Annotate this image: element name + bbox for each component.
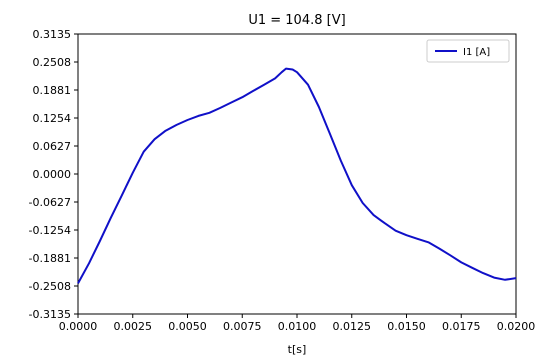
chart-title: U1 = 104.8 [V]: [248, 13, 345, 28]
y-tick-label: -0.0627: [29, 196, 71, 209]
series-line: [77, 67, 517, 284]
y-tick-label: -0.1254: [29, 224, 71, 237]
y-tick-label: 0.3135: [33, 28, 72, 41]
x-tick-label: 0.0050: [168, 320, 207, 333]
x-tick-label: 0.0150: [387, 320, 426, 333]
x-tick-label: 0.0100: [278, 320, 317, 333]
y-tick-label: 0.2508: [33, 56, 72, 69]
legend-label: I1 [A]: [463, 47, 490, 58]
x-axis: 0.0000 0.0025 0.0050 0.0075 0.0100 0.0125 0.01…: [59, 314, 536, 333]
y-tick-label: -0.1881: [29, 252, 71, 265]
y-tick-label: 0.0627: [33, 140, 72, 153]
x-tick-label: 0.0000: [59, 320, 98, 333]
plot-frame: [77, 33, 517, 315]
x-tick-label: 0.0025: [114, 320, 153, 333]
y-tick-label: -0.2508: [29, 280, 71, 293]
legend: I1 [A]: [426, 39, 510, 63]
x-tick-label: 0.0200: [497, 320, 536, 333]
legend-box: [426, 39, 510, 63]
y-tick-label: 0.0000: [33, 168, 72, 181]
y-tick-label: -0.3135: [29, 308, 71, 321]
y-axis: 0.3135 0.2508 0.1881 0.1254 0.0627 0.0000 -0.0…: [29, 28, 78, 321]
x-tick-label: 0.0125: [333, 320, 372, 333]
y-tick-label: 0.1254: [33, 112, 72, 125]
x-tick-label: 0.0075: [223, 320, 262, 333]
x-tick-label: 0.0175: [442, 320, 481, 333]
y-tick-label: 0.1881: [33, 84, 72, 97]
series-layer: [77, 67, 517, 284]
x-axis-label: t[s]: [288, 343, 307, 356]
